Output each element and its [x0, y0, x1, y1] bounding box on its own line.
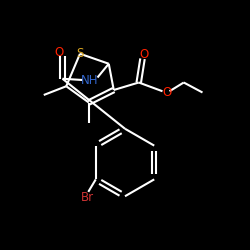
Text: S: S — [76, 47, 84, 60]
Text: O: O — [139, 48, 148, 62]
Text: O: O — [54, 46, 64, 59]
Text: O: O — [162, 86, 172, 99]
Text: NH: NH — [81, 74, 99, 86]
Text: Br: Br — [80, 191, 94, 204]
